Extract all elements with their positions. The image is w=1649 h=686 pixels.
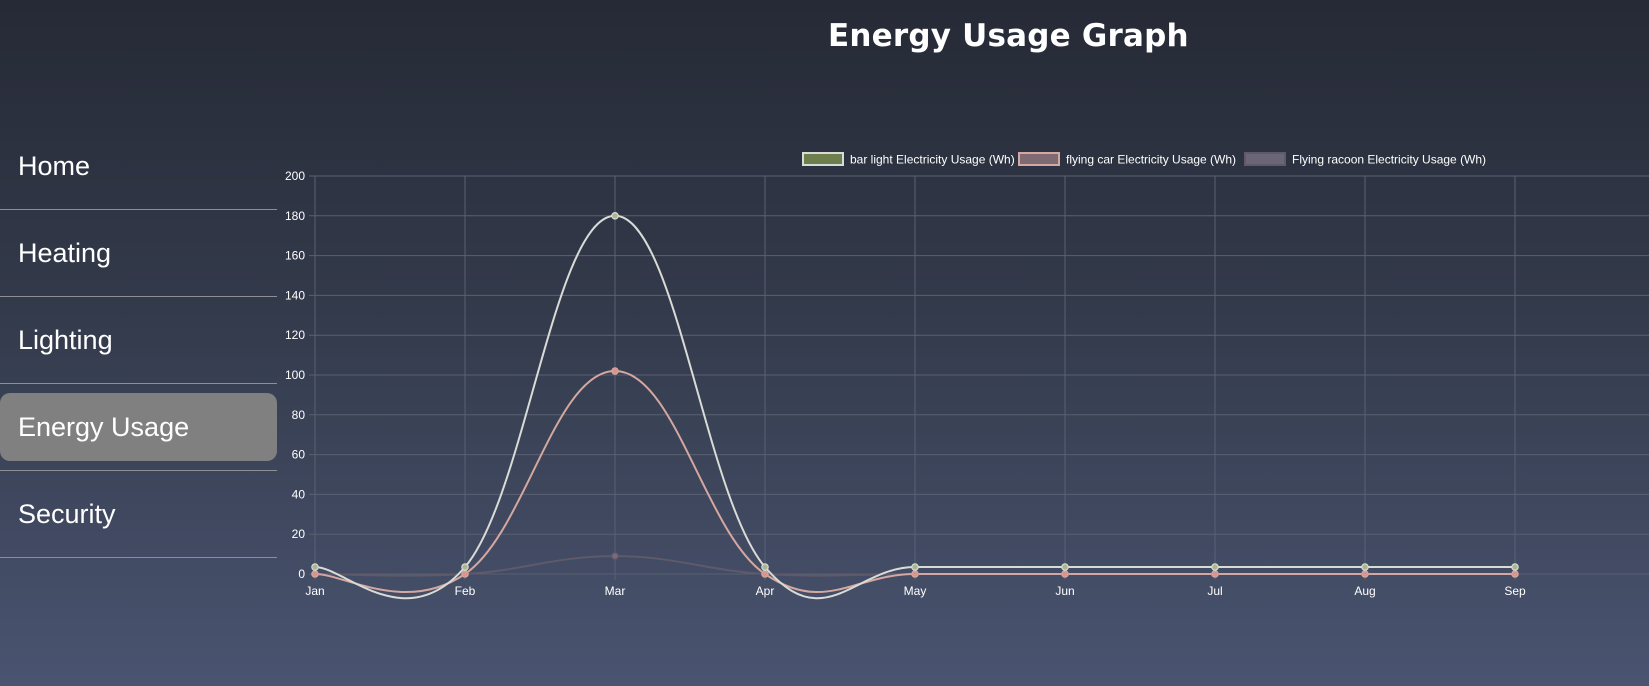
- data-point-series2-sep: [1511, 570, 1519, 578]
- legend-swatch: [1244, 152, 1286, 166]
- data-point-series1-jun: [1061, 563, 1069, 571]
- chart-grid: [309, 175, 1649, 580]
- data-point-series1-jan: [311, 563, 319, 571]
- legend-swatch: [802, 152, 844, 166]
- y-axis-ticks: 0 20 40 60 80 100 120 140 160 180 200: [285, 169, 305, 581]
- x-tick-label: Apr: [756, 584, 775, 598]
- legend-label: Flying racoon Electricity Usage (Wh): [1292, 153, 1486, 167]
- y-tick-label: 160: [285, 249, 305, 263]
- y-tick-label: 20: [292, 527, 306, 541]
- y-tick-label: 60: [292, 448, 306, 462]
- sidebar-item-heating-label[interactable]: Heating: [18, 237, 112, 268]
- sidebar-item-lighting[interactable]: Lighting: [0, 297, 277, 384]
- energy-line-chart: bar light Electricity Usage (Wh) flying c…: [285, 152, 1649, 600]
- x-tick-label: Jan: [305, 584, 324, 598]
- series-line-1: [314, 214, 1515, 600]
- sidebar-item-energy-usage-label[interactable]: Energy Usage: [0, 393, 277, 461]
- data-point-series1-mar: [611, 212, 619, 220]
- data-point-series1-sep: [1511, 563, 1519, 571]
- data-point-series2-jul: [1211, 570, 1219, 578]
- sidebar-item-energy-usage[interactable]: Energy Usage: [0, 384, 277, 471]
- legend-item: flying car Electricity Usage (Wh): [1018, 152, 1236, 167]
- energy-chart-container: bar light Electricity Usage (Wh) flying c…: [280, 140, 1649, 610]
- y-tick-label: 0: [298, 567, 305, 581]
- legend-item: Flying racoon Electricity Usage (Wh): [1244, 152, 1486, 167]
- chart-legend: bar light Electricity Usage (Wh) flying c…: [802, 152, 1486, 167]
- y-tick-label: 180: [285, 209, 305, 223]
- x-tick-label: Mar: [605, 584, 626, 598]
- y-tick-label: 40: [292, 487, 306, 501]
- sidebar-item-security-label[interactable]: Security: [18, 498, 116, 529]
- y-tick-label: 100: [285, 368, 305, 382]
- y-tick-label: 120: [285, 328, 305, 342]
- data-point-series1-may: [911, 563, 919, 571]
- data-point-series2-may: [911, 570, 919, 578]
- x-tick-label: Jul: [1207, 584, 1222, 598]
- x-tick-label: Aug: [1354, 584, 1375, 598]
- data-point-series2-jun: [1061, 570, 1069, 578]
- page-title: Energy Usage Graph: [828, 18, 1189, 54]
- sidebar-item-lighting-label[interactable]: Lighting: [18, 324, 113, 355]
- y-tick-label: 80: [292, 408, 306, 422]
- data-point-series1-apr: [761, 563, 769, 571]
- y-tick-label: 140: [285, 288, 305, 302]
- x-axis-ticks: Jan Feb Mar Apr May Jun Jul Aug Sep: [305, 584, 1526, 598]
- data-point-series2-mar: [611, 367, 619, 375]
- sidebar-item-heating[interactable]: Heating: [0, 210, 277, 297]
- data-point-series2-aug: [1361, 570, 1369, 578]
- legend-label: bar light Electricity Usage (Wh): [850, 153, 1015, 167]
- sidebar-item-home[interactable]: Home: [0, 123, 277, 210]
- sidebar-nav: Home Heating Lighting Energy Usage Secur…: [0, 123, 277, 558]
- x-tick-label: Jun: [1055, 584, 1074, 598]
- legend-swatch: [1018, 152, 1060, 166]
- legend-item: bar light Electricity Usage (Wh): [802, 152, 1015, 167]
- x-tick-label: May: [904, 584, 927, 598]
- data-point-series2-feb: [461, 570, 469, 578]
- chart-series-points: [311, 212, 1519, 578]
- legend-label: flying car Electricity Usage (Wh): [1066, 153, 1236, 167]
- sidebar-item-home-label[interactable]: Home: [18, 150, 91, 181]
- x-tick-label: Sep: [1504, 584, 1526, 598]
- data-point-series2-jan: [311, 570, 319, 578]
- data-point-series2-apr: [761, 570, 769, 578]
- data-point-series1-feb: [461, 563, 469, 571]
- data-point-series3-mar: [611, 552, 619, 560]
- data-point-series1-aug: [1361, 563, 1369, 571]
- x-tick-label: Feb: [455, 584, 476, 598]
- y-tick-label: 200: [285, 169, 305, 183]
- sidebar-item-security[interactable]: Security: [0, 471, 277, 558]
- data-point-series1-jul: [1211, 563, 1219, 571]
